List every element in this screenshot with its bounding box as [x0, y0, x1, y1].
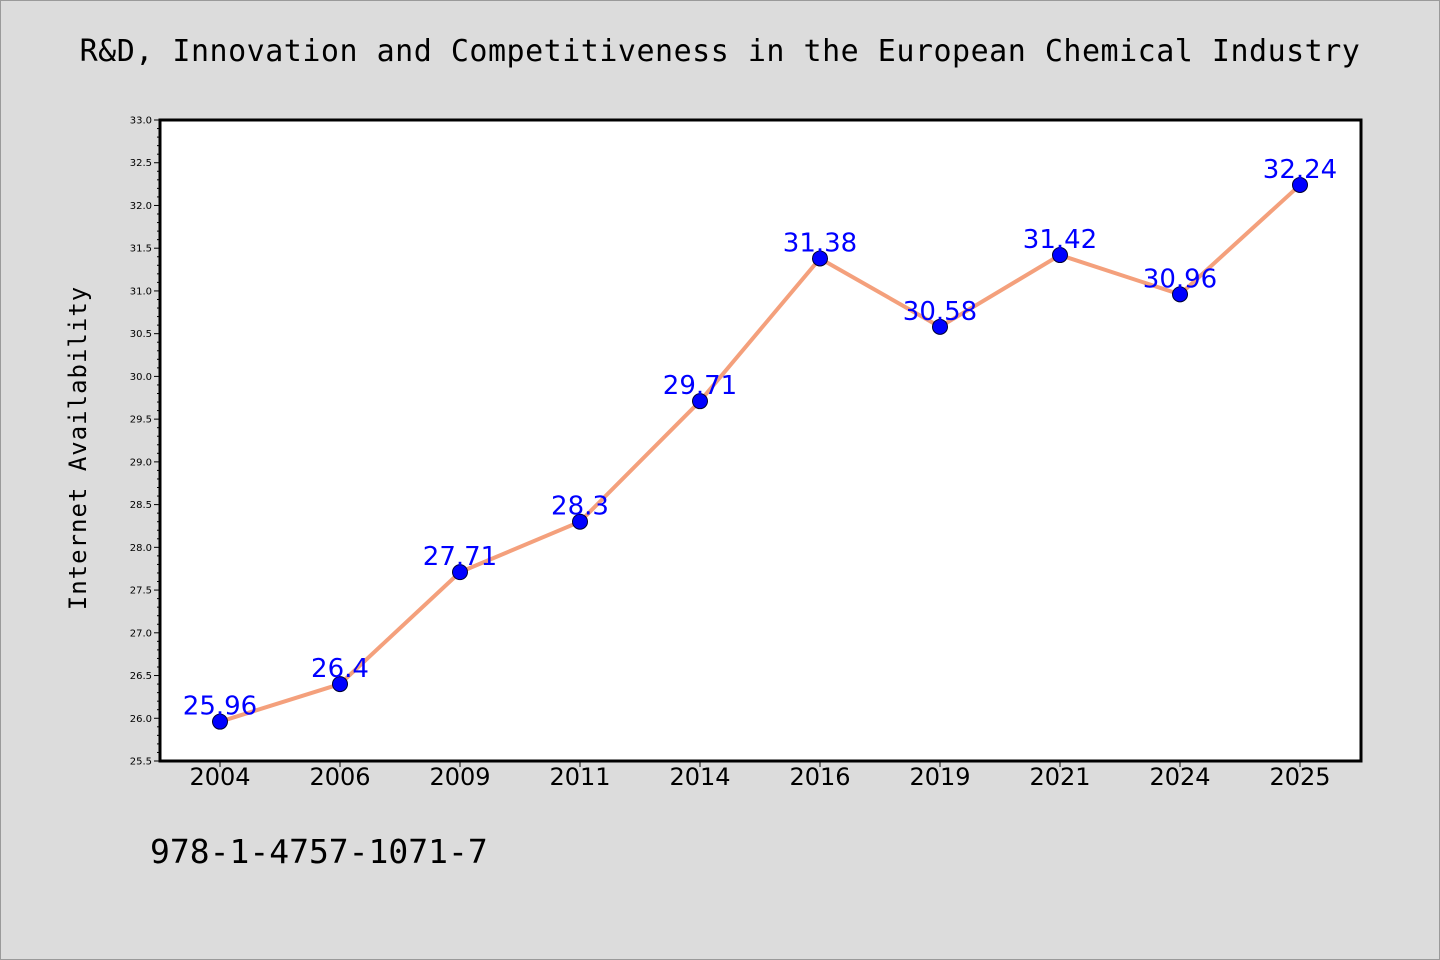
- x-tick-label: 2016: [789, 763, 850, 791]
- plot-frame: [158, 118, 1363, 763]
- series-line: [219, 183, 1302, 724]
- x-tick-label: 2014: [669, 763, 730, 791]
- data-point: [452, 564, 468, 581]
- plot-area: [160, 120, 1361, 761]
- y-tick-label: 32.0: [130, 201, 152, 212]
- data-point: [572, 513, 588, 530]
- x-tick-label: 2025: [1269, 763, 1330, 791]
- data-label: 31.38: [783, 228, 857, 258]
- data-point: [1052, 247, 1068, 264]
- isbn-text: 978-1-4757-1071-7: [150, 832, 488, 871]
- y-tick-label: 30.5: [130, 329, 152, 340]
- data-label: 31.42: [1023, 225, 1097, 255]
- x-tick-label: 2011: [549, 763, 610, 791]
- x-axis: 2004 2006 2009 2011 2014 2016 2019 2021 2024 2025: [189, 761, 1331, 791]
- data-point: [692, 393, 708, 410]
- data-point: [1172, 286, 1188, 303]
- y-tick-label: 29.5: [130, 415, 152, 426]
- y-tick-label: 29.0: [130, 457, 152, 468]
- data-point: [812, 250, 828, 267]
- data-point: [332, 676, 348, 693]
- y-axis: 25.5 26.0 26.5 27.0 27.5 28.0 28.5 29.0 29.5 30.0…: [130, 116, 160, 768]
- y-tick-label: 27.0: [130, 628, 152, 639]
- y-tick-label: 26.0: [130, 714, 152, 725]
- x-tick-label: 2021: [1029, 763, 1090, 791]
- y-tick-label: 27.5: [130, 586, 152, 597]
- chart-title: R&D, Innovation and Competitiveness in t…: [79, 34, 1361, 69]
- y-tick-label: 25.5: [130, 757, 152, 768]
- x-tick-label: 2019: [909, 763, 970, 791]
- y-axis-label: Internet Availability: [64, 286, 92, 610]
- data-label: 30.96: [1143, 264, 1217, 294]
- y-tick-label: 28.0: [130, 543, 152, 554]
- data-point: [1292, 176, 1308, 193]
- data-label: 27.71: [423, 542, 497, 572]
- y-tick-label: 30.0: [130, 372, 152, 383]
- y-tick-label: 32.5: [130, 158, 152, 169]
- x-tick-label: 2009: [429, 763, 490, 791]
- x-tick-label: 2006: [309, 763, 370, 791]
- data-point: [932, 318, 948, 335]
- y-tick-label: 33.0: [130, 116, 152, 127]
- data-label: 28.3: [551, 492, 609, 522]
- data-label: 32.24: [1263, 155, 1337, 185]
- data-point: [212, 713, 228, 730]
- data-label: 30.58: [903, 297, 977, 327]
- y-tick-label: 28.5: [130, 500, 152, 511]
- x-tick-label: 2004: [189, 763, 250, 791]
- y-tick-label: 26.5: [130, 671, 152, 682]
- data-labels: 25.96 26.4 27.71 28.3 29.71 31.38 30.58 31.42 30…: [183, 155, 1337, 722]
- data-label: 25.96: [183, 692, 257, 722]
- series-markers: [212, 176, 1308, 730]
- x-tick-label: 2024: [1149, 763, 1210, 791]
- data-label: 26.4: [311, 654, 369, 684]
- y-tick-label: 31.5: [130, 244, 152, 255]
- y-tick-label: 31.0: [130, 286, 152, 297]
- data-label: 29.71: [663, 371, 737, 401]
